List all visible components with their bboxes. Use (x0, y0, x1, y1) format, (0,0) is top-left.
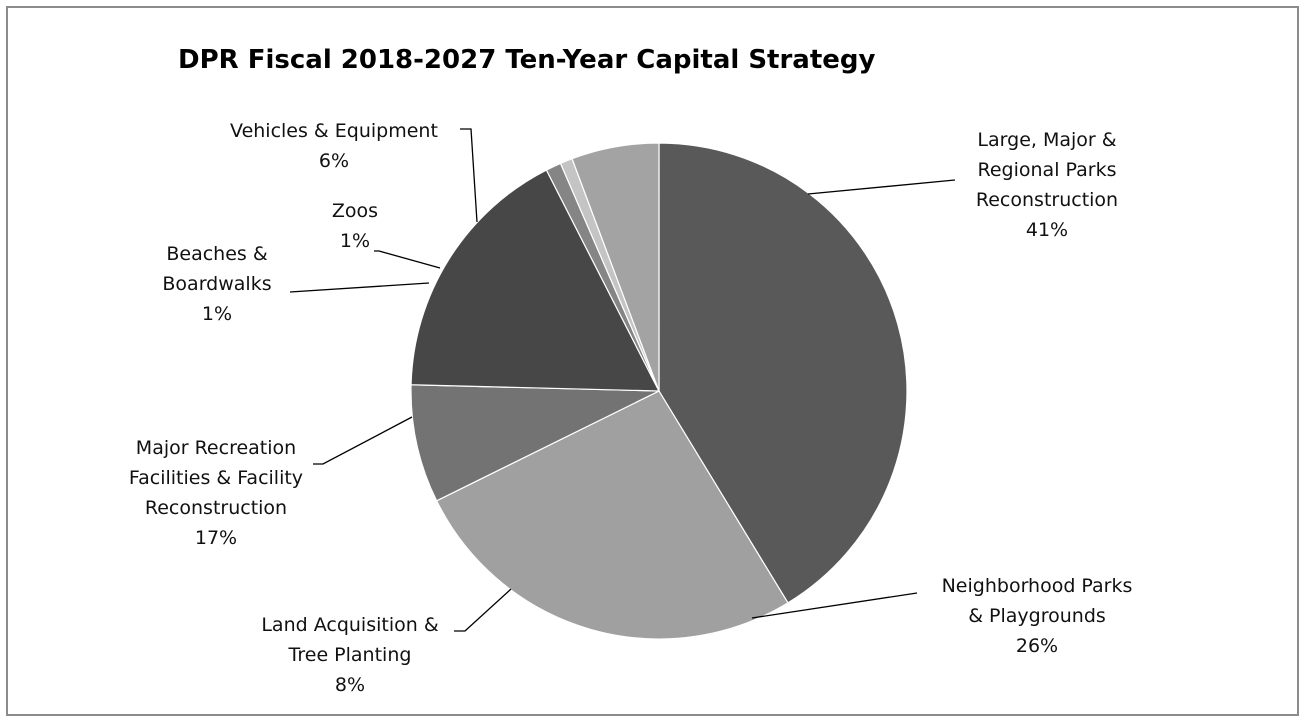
chart-title: DPR Fiscal 2018-2027 Ten-Year Capital St… (178, 45, 876, 75)
pie-slice-land-acq (410, 384, 660, 502)
data-label-zoos: Zoos 1% (332, 200, 378, 252)
data-label-neighborhood: Neighborhood Parks & Playgrounds 26% (942, 575, 1133, 657)
data-label-major-rec: Major Recreation Facilities & Facility Rec… (129, 437, 303, 549)
leader-line-major-rec (313, 416, 413, 465)
pie-slices (410, 142, 908, 640)
data-label-large-parks: Large, Major & Regional Parks Reconstructi… (976, 129, 1118, 241)
pie-slice-large-parks (658, 142, 908, 604)
data-label-land-acq: Land Acquisition & Tree Planting 8% (261, 614, 438, 696)
data-label-vehicles: Vehicles & Equipment 6% (230, 120, 438, 172)
leader-lines (289, 128, 956, 632)
data-labels: Large, Major & Regional Parks Reconstructi… (129, 120, 1132, 696)
leader-line-land-acq (454, 588, 512, 632)
pie-slice-major-rec (410, 169, 660, 392)
leader-line-zoos (374, 250, 441, 269)
pie-slice-vehicles (571, 142, 660, 392)
pie-slice-neighborhood (435, 390, 789, 640)
leader-line-beaches (289, 282, 430, 293)
leader-line-vehicles (460, 128, 478, 223)
leader-line-large-parks (807, 179, 956, 195)
data-label-beaches: Beaches & Boardwalks 1% (162, 243, 271, 325)
leader-line-neighborhood (751, 592, 918, 619)
